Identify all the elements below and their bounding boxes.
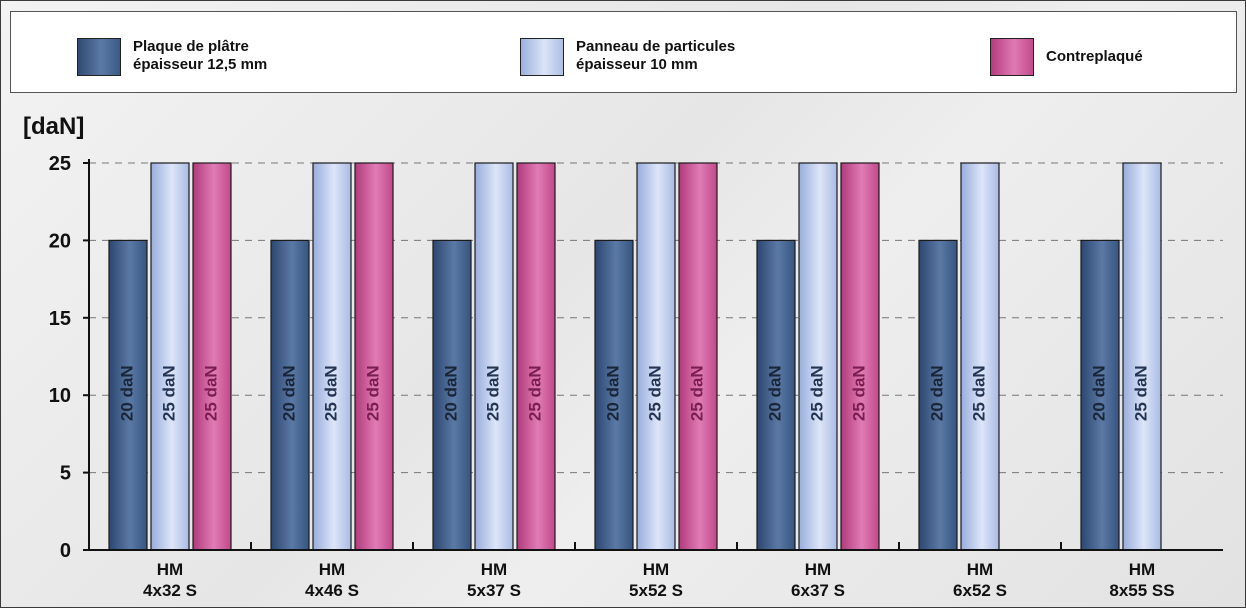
bar-series-3: [840, 162, 880, 551]
legend-swatch-plaque: [77, 38, 121, 76]
y-tick-label: 5: [60, 463, 71, 485]
data-label: 25 daN: [1131, 365, 1150, 421]
bar-series-1: [1080, 239, 1120, 551]
legend-label-plaque-line2: épaisseur 12,5 mm: [133, 56, 268, 73]
bar-series-3: [516, 162, 556, 551]
data-label: 25 daN: [525, 365, 544, 421]
data-label: 20 daN: [1089, 365, 1108, 421]
x-tick-label-line1: HM: [805, 560, 831, 579]
y-tick-label: 10: [49, 385, 71, 407]
bar-series-2: [960, 162, 1000, 551]
bar-series-1: [108, 239, 148, 551]
legend-label-panneau-line2: épaisseur 10 mm: [576, 56, 698, 73]
bar-series-2: [312, 162, 352, 551]
bar-series-1: [432, 239, 472, 551]
x-tick-label-line2: 5x52 S: [629, 581, 683, 600]
bar-series-2: [1122, 162, 1162, 551]
data-label: 25 daN: [321, 365, 340, 421]
bar-series-3: [678, 162, 718, 551]
legend-swatch-contreplaque: [990, 38, 1034, 76]
bar-series-2: [474, 162, 514, 551]
legend-label-panneau-line1: Panneau de particules: [576, 38, 736, 55]
x-tick-label-line1: HM: [481, 560, 507, 579]
bar-series-2: [636, 162, 676, 551]
x-tick-label-line2: 4x32 S: [143, 581, 197, 600]
data-label: 25 daN: [849, 365, 868, 421]
x-tick-label-line1: HM: [1129, 560, 1155, 579]
x-tick-label-line2: 5x37 S: [467, 581, 521, 600]
data-label: 25 daN: [363, 365, 382, 421]
data-label: 20 daN: [117, 365, 136, 421]
data-label: 20 daN: [279, 365, 298, 421]
x-tick-label-line1: HM: [967, 560, 993, 579]
x-tick-label-line1: HM: [319, 560, 345, 579]
bar-series-3: [192, 162, 232, 551]
data-label: 25 daN: [483, 365, 502, 421]
data-label: 20 daN: [927, 365, 946, 421]
data-label: 20 daN: [441, 365, 460, 421]
x-tick-label-line2: 6x52 S: [953, 581, 1007, 600]
bar-series-1: [756, 239, 796, 551]
y-tick-label: 15: [49, 308, 71, 330]
bar-series-1: [594, 239, 634, 551]
x-tick-label-line2: 4x46 S: [305, 581, 359, 600]
data-label: 25 daN: [807, 365, 826, 421]
legend-swatch-panneau: [520, 38, 564, 76]
x-tick-label-line1: HM: [157, 560, 183, 579]
data-label: 25 daN: [159, 365, 178, 421]
y-axis-unit-label: [daN]: [23, 113, 85, 140]
bar-series-2: [798, 162, 838, 551]
data-label: 25 daN: [687, 365, 706, 421]
bar-series-2: [150, 162, 190, 551]
x-tick-label-line2: 6x37 S: [791, 581, 845, 600]
data-label: 25 daN: [645, 365, 664, 421]
data-label: 20 daN: [765, 365, 784, 421]
data-label: 20 daN: [603, 365, 622, 421]
data-label: 25 daN: [201, 365, 220, 421]
legend-label-contreplaque: Contreplaqué: [1046, 48, 1143, 65]
x-tick-label-line1: HM: [643, 560, 669, 579]
bar-series-3: [354, 162, 394, 551]
y-tick-label: 0: [60, 540, 71, 562]
chart-legend: Plaque de plâtre épaisseur 12,5 mm Panne…: [10, 11, 1237, 93]
y-tick-label: 20: [49, 230, 71, 252]
data-label: 25 daN: [969, 365, 988, 421]
legend-label-plaque-line1: Plaque de plâtre: [133, 38, 249, 55]
y-tick-label: 25: [49, 153, 71, 175]
x-tick-label-line2: 8x55 SS: [1109, 581, 1174, 600]
